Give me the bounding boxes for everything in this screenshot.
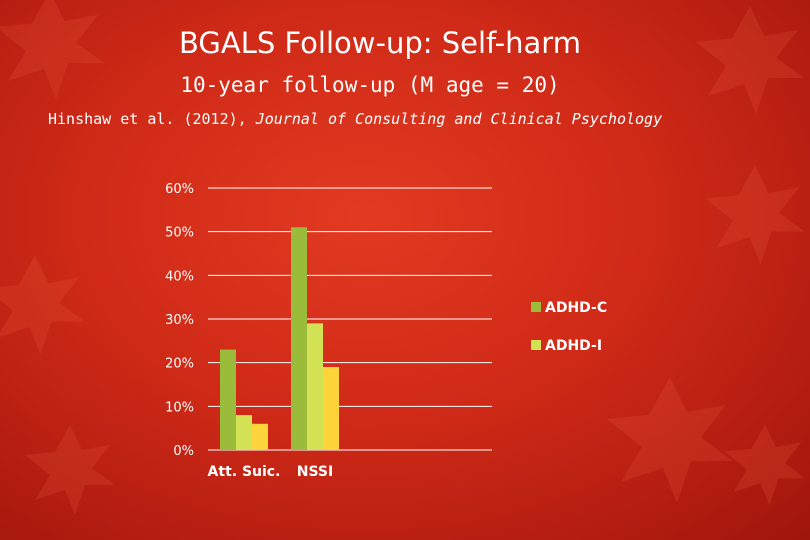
x-tick-label: Att. Suic. — [208, 464, 281, 480]
x-tick-label: NSSI — [297, 464, 333, 480]
legend: ADHD-C ADHD-I — [531, 300, 607, 354]
citation: Hinshaw et al. (2012), Journal of Consul… — [48, 110, 662, 128]
y-tick-label: 40% — [165, 269, 194, 284]
bar — [307, 323, 323, 450]
legend-swatch — [531, 340, 541, 350]
bar — [252, 423, 268, 450]
bar — [323, 367, 339, 450]
bar — [236, 415, 252, 450]
bars — [220, 227, 339, 450]
gridlines — [208, 187, 492, 407]
y-axis-ticks: 0% 10% 20% 30% 40% 50% 60% — [165, 182, 194, 459]
y-tick-label: 50% — [165, 226, 194, 241]
x-axis-categories: Att. Suic. NSSI — [208, 464, 334, 480]
leaf-decoration-icon — [0, 0, 104, 99]
y-tick-label: 10% — [165, 400, 194, 415]
y-tick-label: 60% — [165, 182, 194, 197]
legend-label: ADHD-I — [545, 338, 602, 354]
slide-title: BGALS Follow-up: Self-harm — [179, 26, 581, 60]
slide-subtitle: 10-year follow-up (M age = 20) — [180, 73, 560, 97]
y-tick-label: 20% — [165, 357, 194, 372]
citation-authors: Hinshaw et al. (2012), — [48, 110, 247, 128]
leaf-decoration-icon — [607, 377, 733, 503]
citation-journal: Journal of Consulting and Clinical Psych… — [255, 110, 663, 128]
leaf-decoration-icon — [724, 424, 806, 506]
bar — [220, 349, 236, 450]
y-tick-label: 0% — [173, 444, 194, 459]
leaf-decoration-icon — [705, 165, 805, 265]
bar — [291, 227, 307, 450]
leaf-decoration-icon — [696, 6, 804, 114]
leaf-decoration-icon — [25, 425, 115, 515]
legend-label: ADHD-C — [545, 300, 607, 316]
leaf-decoration-icon — [0, 255, 85, 355]
y-tick-label: 30% — [165, 313, 194, 328]
legend-swatch — [531, 302, 541, 312]
